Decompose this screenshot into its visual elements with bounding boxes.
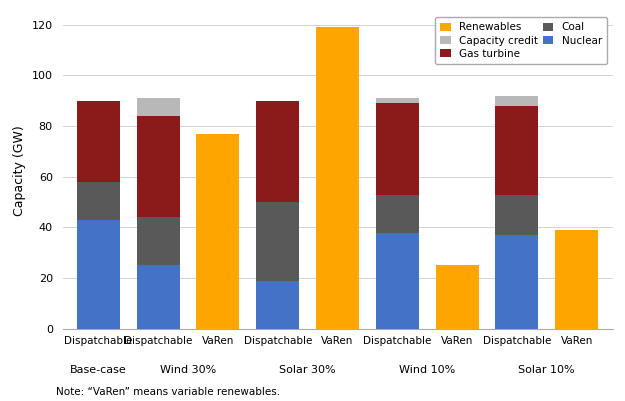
Bar <box>316 27 359 329</box>
Text: Wind 10%: Wind 10% <box>399 365 455 375</box>
Bar <box>496 194 538 235</box>
Bar <box>376 103 419 194</box>
Bar <box>555 230 598 329</box>
Text: Wind 30%: Wind 30% <box>160 365 216 375</box>
Bar <box>137 98 179 116</box>
Bar <box>77 220 120 329</box>
Bar <box>256 281 299 329</box>
Legend: Renewables, Capacity credit, Gas turbine, Coal, Nuclear: Renewables, Capacity credit, Gas turbine… <box>435 17 608 64</box>
Bar <box>137 265 179 329</box>
Bar <box>376 194 419 233</box>
Y-axis label: Capacity (GW): Capacity (GW) <box>13 125 26 216</box>
Text: Note: “VaRen” means variable renewables.: Note: “VaRen” means variable renewables. <box>56 387 281 397</box>
Bar <box>256 101 299 202</box>
Bar <box>137 217 179 265</box>
Text: Solar 10%: Solar 10% <box>518 365 575 375</box>
Bar <box>137 116 179 217</box>
Text: Base-case: Base-case <box>70 365 127 375</box>
Bar <box>376 98 419 103</box>
Bar <box>496 106 538 194</box>
Bar <box>77 182 120 220</box>
Bar <box>77 101 120 182</box>
Text: Solar 30%: Solar 30% <box>279 365 336 375</box>
Bar <box>256 202 299 281</box>
Bar <box>196 134 239 329</box>
Bar <box>496 96 538 106</box>
Bar <box>376 233 419 329</box>
Bar <box>436 265 479 329</box>
Bar <box>496 235 538 329</box>
